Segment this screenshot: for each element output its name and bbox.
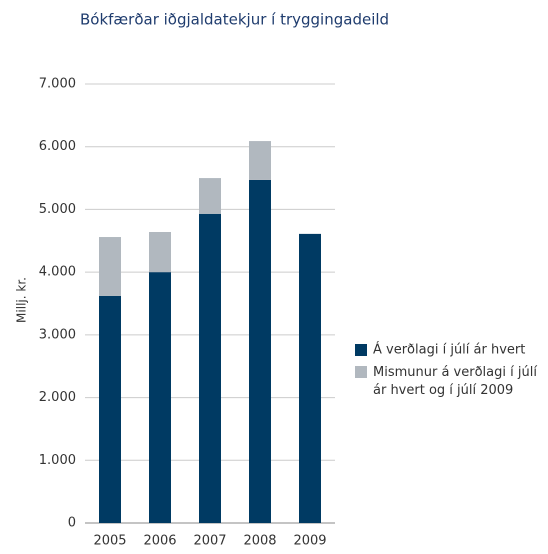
y-axis-label: Millj. kr. <box>15 277 29 323</box>
y-tick-label: 1.000 <box>39 453 76 468</box>
y-tick-label: 2.000 <box>39 390 76 405</box>
y-tick-label: 5.000 <box>39 202 76 217</box>
legend-label: Á verðlagi í júlí ár hvert <box>373 342 525 358</box>
x-tick-label: 2007 <box>193 534 226 549</box>
x-tick-label: 2005 <box>93 534 126 549</box>
bar-segment <box>99 295 121 523</box>
chart-title: Bókfærðar iðgjaldatekjur í tryggingadeil… <box>80 11 389 29</box>
bar-segment <box>199 213 221 523</box>
x-tick-label: 2006 <box>143 534 176 549</box>
legend-swatch <box>355 344 367 356</box>
bar-segment <box>199 178 221 214</box>
bar-segment <box>149 232 171 273</box>
x-tick-label: 2009 <box>293 534 326 549</box>
bar-segment <box>299 233 321 523</box>
y-tick-label: 4.000 <box>39 265 76 280</box>
legend-swatch <box>355 366 367 378</box>
x-tick-label: 2008 <box>243 534 276 549</box>
bar-segment <box>149 272 171 523</box>
bar-segment <box>99 237 121 296</box>
y-tick-label: 3.000 <box>39 327 76 342</box>
y-tick-label: 7.000 <box>39 77 76 92</box>
bar-segment <box>249 179 271 523</box>
y-tick-label: 0 <box>68 516 76 531</box>
bar-segment <box>249 141 271 180</box>
legend-label: Mismunur á verðlagi í júlí ár hvert og í … <box>373 365 537 398</box>
y-tick-label: 6.000 <box>39 139 76 154</box>
